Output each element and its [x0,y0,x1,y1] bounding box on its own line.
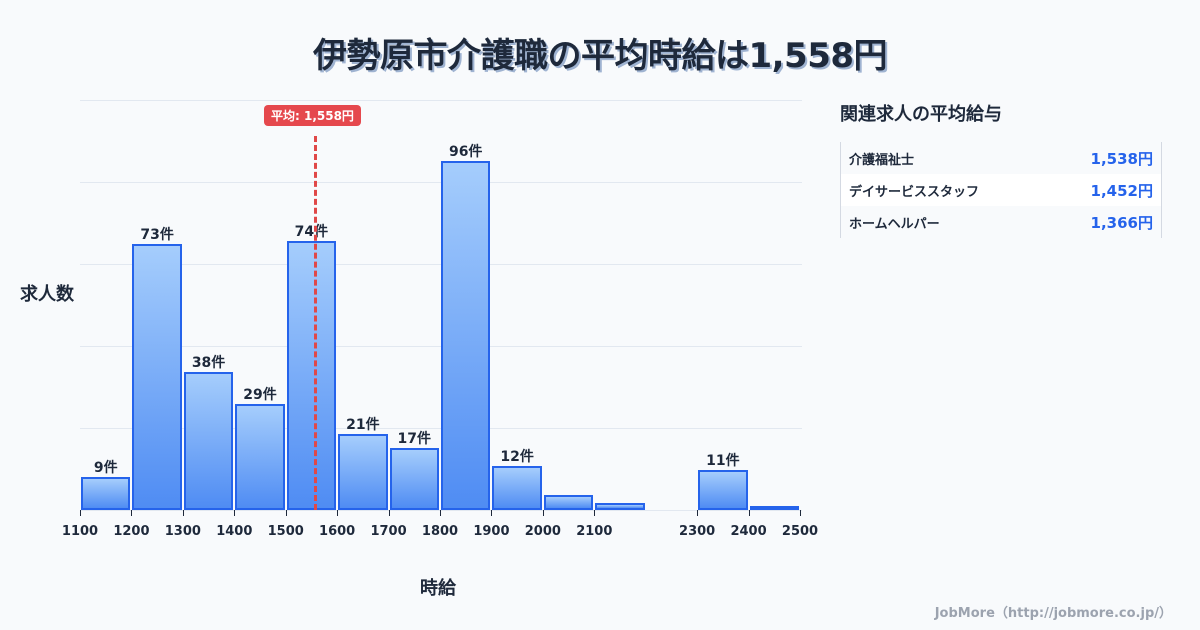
x-tick-label: 2100 [576,524,613,539]
histogram-bar [132,244,182,510]
job-name: 介護福祉士 [849,152,915,168]
histogram-bar [492,466,542,510]
bar-value-label: 29件 [243,387,277,404]
bar-value-label: 38件 [191,354,226,371]
related-salary-panel: 関連求人の平均給与 介護福祉士 1,538円 デイサービススタッフ 1,452円… [840,100,1162,238]
histogram-bar [749,506,799,510]
related-salary-table: 介護福祉士 1,538円 デイサービススタッフ 1,452円 ホームヘルパー 1… [840,142,1162,238]
x-tick [80,510,81,516]
x-tick-label: 1900 [473,524,510,539]
x-tick-label: 2300 [679,524,716,539]
x-tick [440,510,441,516]
x-tick-label: 2500 [781,524,819,539]
bar-value-label: 17件 [397,431,432,448]
x-tick [182,510,184,516]
job-name: ホームヘルパー [849,216,940,232]
job-salary: 1,366円 [1090,213,1153,232]
salary-row: 介護福祉士 1,538円 [841,142,1161,174]
histogram-bar [389,448,439,510]
x-tick-label: 1500 [267,524,304,539]
histogram-bar [698,469,748,510]
x-tick-label: 1400 [216,524,253,539]
x-tick [748,510,750,516]
histogram-bar [338,433,388,510]
x-tick-label: 2400 [730,524,767,539]
x-tick-label: 2000 [524,524,561,539]
histogram-bar [183,371,234,510]
bar-value-label: 12件 [500,449,534,466]
histogram-chart: 9件 73件 38件 29件 74件 21件 17件 96件 12件 11件 1100 1200 130… [61,100,818,539]
average-line [314,136,317,510]
panel-title: 関連求人の平均給与 [840,104,1002,125]
x-tick [491,510,493,516]
average-badge: 平均: 1,558円 [264,105,361,126]
histogram-bar [441,160,491,510]
job-salary: 1,538円 [1090,149,1153,168]
x-tick [594,510,596,516]
x-tick [337,510,339,516]
x-axis-baseline [80,510,802,511]
histogram-bar [595,502,645,510]
bar-value-label: 21件 [346,416,380,433]
bar-value-label: 96件 [448,143,483,160]
x-tick [697,510,699,516]
histogram-bar [543,495,594,510]
x-tick-label: 1300 [164,524,201,539]
x-tick [542,510,544,516]
histogram-bar [235,404,285,510]
x-tick-label: 1100 [61,524,99,539]
x-tick [800,510,801,516]
job-name: デイサービススタッフ [849,184,980,200]
x-axis-label: 時給 [420,578,456,599]
bar-value-label: 74件 [294,223,329,240]
bar-value-label: 9件 [93,460,118,477]
salary-row: デイサービススタッフ 1,452円 [841,174,1161,206]
x-tick [234,510,236,516]
x-tick-label: 1800 [421,524,459,539]
bar-value-label: 73件 [140,227,174,244]
page-title: 伊勢原市介護職の平均時給は1,558円 [312,36,888,76]
x-tick [388,510,390,516]
histogram-bar [286,240,337,510]
salary-row: ホームヘルパー 1,366円 [841,206,1161,238]
x-tick-label: 1700 [370,524,407,539]
x-tick-label: 1600 [319,524,356,539]
y-axis-label: 求人数 [20,284,74,305]
job-salary: 1,452円 [1090,181,1153,200]
gridline [80,100,802,101]
bar-value-label: 11件 [706,452,740,469]
x-tick [131,510,133,516]
x-tick-label: 1200 [113,524,150,539]
x-tick [285,510,287,516]
footer-credit: JobMore（http://jobmore.co.jp/） [934,606,1172,621]
histogram-bar [81,477,131,510]
